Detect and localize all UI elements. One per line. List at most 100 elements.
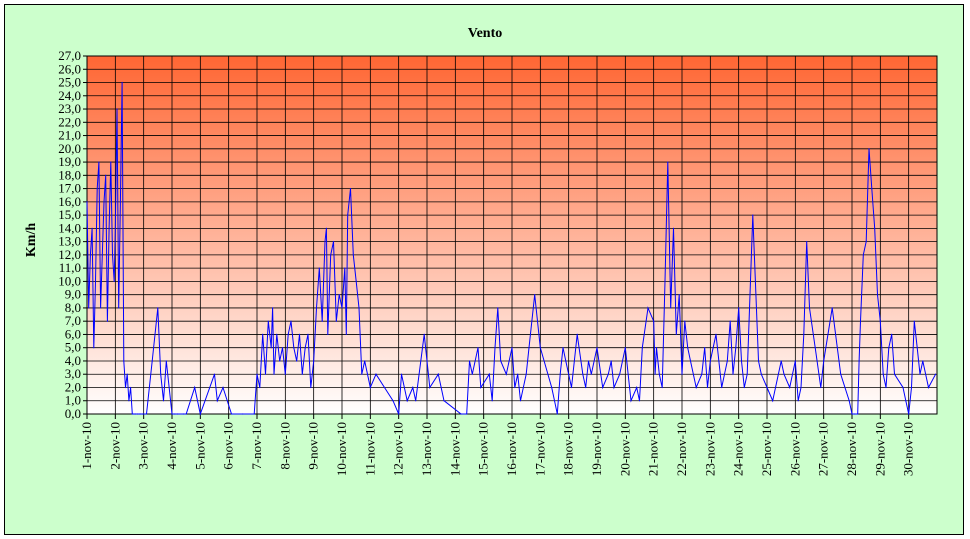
data-point	[301, 373, 303, 375]
x-tick-label: 13-nov-10	[419, 422, 434, 476]
data-point	[290, 320, 292, 322]
data-point	[624, 347, 626, 349]
data-point	[619, 373, 621, 375]
data-point	[140, 413, 142, 415]
data-point	[124, 386, 127, 389]
x-tick-label: 2-nov-10	[107, 422, 122, 470]
data-point	[905, 400, 907, 402]
data-point	[136, 413, 138, 415]
data-point	[185, 413, 187, 415]
data-point	[352, 254, 354, 256]
data-point	[272, 307, 274, 309]
y-tick-label: 17,0	[58, 181, 81, 196]
data-point	[794, 360, 796, 362]
data-point	[556, 413, 558, 415]
data-point	[854, 413, 856, 415]
data-point	[766, 386, 768, 389]
data-point	[655, 347, 658, 349]
data-point	[654, 373, 656, 375]
y-tick-label: 11,0	[59, 260, 81, 275]
data-point	[494, 347, 496, 349]
y-tick-label: 18,0	[58, 167, 81, 182]
data-point	[324, 241, 326, 243]
data-point	[310, 386, 312, 389]
data-point	[857, 413, 859, 415]
data-point	[177, 413, 179, 415]
data-point	[105, 174, 107, 176]
data-point	[882, 373, 884, 375]
x-tick-label: 22-nov-10	[674, 422, 689, 476]
data-point	[437, 373, 439, 375]
data-point	[94, 280, 97, 282]
data-point	[347, 214, 349, 216]
data-point	[488, 373, 490, 375]
data-point	[687, 347, 689, 349]
data-point	[267, 320, 269, 322]
x-tick-label: 1-nov-10	[79, 422, 94, 470]
data-point	[590, 373, 592, 375]
data-point	[885, 386, 887, 389]
data-point	[610, 360, 612, 362]
data-point	[93, 347, 95, 349]
data-point	[108, 227, 110, 229]
data-point	[743, 386, 745, 389]
data-point	[321, 320, 323, 322]
data-point	[740, 360, 743, 362]
data-point	[341, 307, 343, 309]
data-point	[412, 386, 414, 389]
data-point	[98, 161, 100, 163]
data-point	[865, 241, 867, 243]
data-point	[806, 241, 808, 243]
data-point	[174, 413, 176, 415]
data-point	[141, 413, 144, 415]
data-point	[916, 347, 918, 349]
data-point	[539, 347, 541, 349]
data-point	[919, 373, 921, 375]
x-tick-label: 10-nov-10	[334, 422, 349, 476]
data-point	[349, 188, 352, 190]
data-point	[511, 347, 513, 349]
data-point	[814, 347, 816, 349]
data-point	[480, 386, 482, 389]
data-point	[157, 307, 159, 309]
data-point	[596, 347, 598, 349]
data-point	[709, 360, 711, 362]
data-point	[361, 373, 363, 375]
y-tick-label: 7,0	[65, 313, 81, 328]
data-point	[587, 360, 590, 362]
data-point	[256, 373, 258, 375]
data-point	[304, 347, 306, 349]
data-point	[888, 347, 890, 349]
y-axis-label: Km/h	[24, 223, 39, 257]
data-point	[281, 347, 284, 349]
data-point	[500, 360, 502, 362]
data-point	[345, 333, 347, 335]
data-point	[131, 413, 133, 415]
data-point	[293, 347, 295, 349]
data-point	[89, 254, 91, 256]
y-tick-label: 16,0	[58, 194, 81, 209]
data-point	[307, 333, 309, 335]
y-tick-label: 10,0	[58, 273, 81, 288]
chart-title: Vento	[468, 26, 503, 41]
data-point	[871, 188, 873, 190]
data-point	[165, 360, 167, 362]
data-point	[922, 360, 924, 362]
data-point	[443, 400, 445, 402]
data-point	[88, 307, 90, 309]
data-point	[808, 307, 811, 309]
data-point	[525, 373, 527, 375]
data-point	[118, 307, 120, 309]
data-point	[86, 201, 88, 203]
data-point	[505, 373, 507, 375]
y-tick-label: 0,0	[65, 406, 81, 421]
y-tick-label: 9,0	[65, 287, 81, 302]
y-tick-label: 26,0	[58, 61, 81, 76]
y-tick-label: 2,0	[65, 379, 81, 394]
data-point	[823, 360, 825, 362]
data-point	[364, 360, 366, 362]
data-point	[262, 333, 264, 335]
data-point	[519, 400, 522, 402]
data-point	[415, 400, 417, 402]
data-point	[664, 280, 666, 282]
